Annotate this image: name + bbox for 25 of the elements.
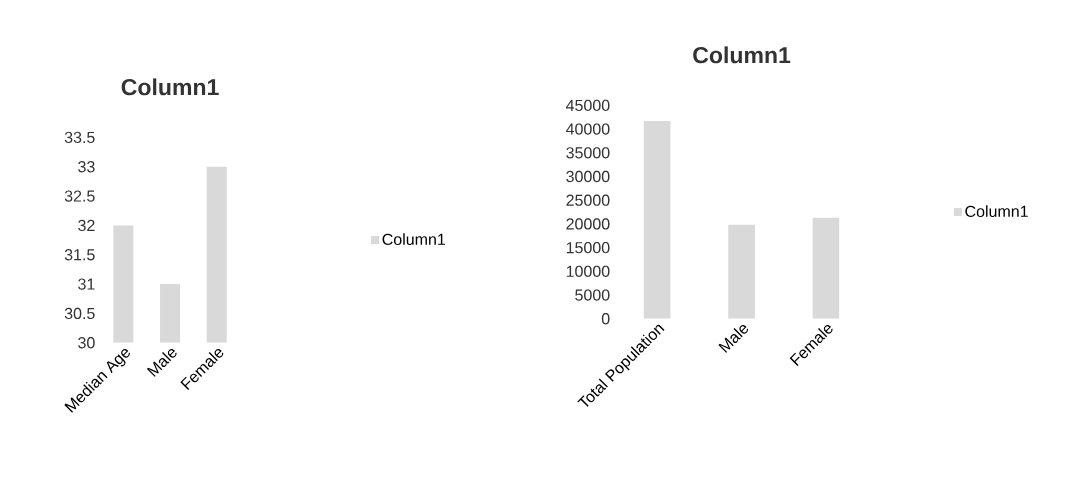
y-tick-label: 30.5 — [64, 307, 95, 320]
bar — [812, 217, 840, 319]
y-tick-label: 40000 — [566, 123, 610, 135]
y-tick-label: 45000 — [566, 99, 610, 112]
y-tick-label: 32.5 — [64, 190, 95, 202]
y-tick-label: 20000 — [566, 218, 610, 230]
y-tick-label: 31 — [78, 278, 95, 290]
y-tick-label: 35000 — [566, 147, 610, 159]
y-tick-label: 25000 — [566, 194, 610, 206]
y-tick-label: 15000 — [566, 242, 610, 254]
y-tick-label: 31.5 — [64, 249, 95, 261]
y-tick-label: 30 — [78, 337, 95, 349]
y-tick-label: 32 — [78, 219, 95, 232]
y-tick-label: 33.5 — [64, 131, 95, 144]
legend-label: Column1 — [965, 205, 1028, 218]
y-tick-label: 33 — [78, 161, 95, 173]
y-tick-label: 10000 — [566, 265, 610, 278]
legend-label: Column1 — [382, 233, 445, 246]
y-tick-label: 0 — [601, 313, 610, 325]
bar — [728, 224, 755, 319]
y-tick-label: 5000 — [575, 289, 610, 301]
chart-title: Column1 — [121, 78, 219, 96]
chart-title: Column1 — [693, 46, 791, 64]
y-tick-label: 30000 — [566, 170, 610, 183]
bar — [643, 121, 671, 319]
